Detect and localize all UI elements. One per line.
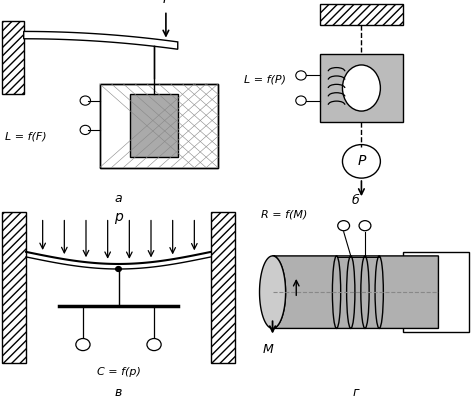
- Text: L = f(F): L = f(F): [5, 131, 46, 141]
- Text: R = f(M): R = f(M): [261, 210, 307, 220]
- Circle shape: [342, 145, 380, 178]
- Text: а: а: [115, 192, 122, 206]
- Text: в: в: [115, 386, 122, 399]
- Text: F: F: [162, 0, 170, 6]
- Text: p: p: [114, 210, 123, 224]
- Polygon shape: [24, 31, 178, 49]
- Text: б: б: [352, 195, 359, 208]
- Circle shape: [337, 221, 349, 231]
- Text: C = f(p): C = f(p): [97, 367, 140, 377]
- Circle shape: [359, 221, 371, 231]
- Polygon shape: [273, 256, 438, 328]
- Bar: [2, 212, 26, 363]
- Circle shape: [80, 125, 91, 135]
- Circle shape: [80, 96, 91, 105]
- Circle shape: [76, 339, 90, 351]
- Text: M: M: [263, 343, 273, 355]
- Text: L = f(P): L = f(P): [244, 75, 286, 85]
- Bar: [2, 21, 24, 94]
- Bar: [100, 84, 218, 168]
- Bar: [100, 84, 218, 168]
- Circle shape: [116, 266, 121, 271]
- Circle shape: [296, 71, 306, 80]
- Circle shape: [147, 339, 161, 351]
- Bar: [403, 252, 469, 332]
- Bar: [130, 94, 178, 157]
- Bar: [320, 4, 403, 25]
- Text: P: P: [357, 154, 365, 168]
- Bar: [211, 212, 235, 363]
- Bar: [320, 54, 403, 122]
- Ellipse shape: [342, 65, 380, 111]
- Text: г: г: [352, 386, 359, 399]
- Circle shape: [296, 96, 306, 105]
- Polygon shape: [260, 256, 285, 328]
